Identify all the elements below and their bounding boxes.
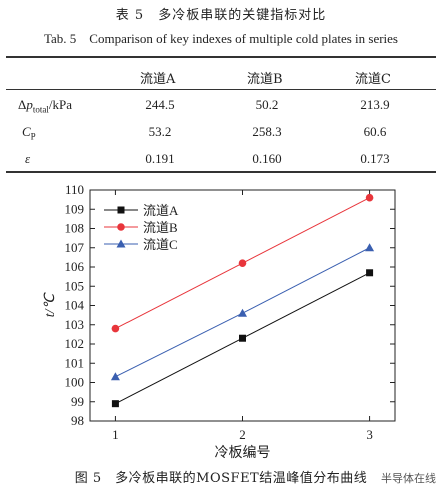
y-tick-label: 105 bbox=[65, 278, 85, 293]
table-cell: 50.2 bbox=[255, 97, 279, 112]
table-caption-cn: 表 5 多冷板串联的关键指标对比 bbox=[115, 8, 327, 23]
table-header-c: 流道C bbox=[355, 72, 391, 87]
data-point bbox=[366, 269, 374, 277]
table-cell: 258.3 bbox=[252, 124, 282, 139]
table-cell: 0.191 bbox=[145, 151, 175, 166]
data-point bbox=[116, 239, 126, 248]
data-point bbox=[239, 334, 246, 342]
figure-caption: 图 5 多冷板串联的MOSFET结温峰值分布曲线 bbox=[74, 471, 368, 486]
table-bottom-rule bbox=[6, 171, 436, 173]
x-tick-label: 2 bbox=[239, 427, 246, 442]
axes-layer: 98 99 100 101 102 103 104 105 106 107 108 109 110 1 2 3… bbox=[43, 182, 396, 461]
y-tick-label: 104 bbox=[65, 298, 85, 313]
plot-frame bbox=[89, 189, 396, 422]
table-top-rule bbox=[6, 56, 436, 58]
x-axis-label: 冷板编号 bbox=[215, 445, 271, 461]
legend-label: 流道C bbox=[143, 237, 178, 252]
data-point bbox=[117, 206, 125, 214]
y-tick-label: 109 bbox=[65, 201, 85, 216]
y-tick-label: 108 bbox=[65, 221, 85, 236]
x-tick-label: 1 bbox=[112, 427, 119, 442]
table-caption-en: Tab. 5 Comparison of key indexes of mult… bbox=[44, 31, 398, 46]
table-header-a: 流道A bbox=[140, 72, 176, 87]
series-layer bbox=[110, 193, 375, 408]
y-tick-label: 102 bbox=[65, 336, 85, 351]
table-header-b: 流道B bbox=[247, 72, 283, 87]
legend-label: 流道B bbox=[143, 220, 178, 235]
row-label-pressure: Δptotal/kPa bbox=[18, 97, 72, 115]
table-cell: 0.160 bbox=[252, 151, 282, 166]
row-label-epsilon: ε bbox=[25, 151, 31, 166]
y-tick-label: 101 bbox=[65, 355, 85, 370]
y-tick-label: 107 bbox=[65, 240, 85, 255]
y-tick-label: 100 bbox=[65, 375, 85, 390]
data-point bbox=[238, 259, 247, 267]
row-label-cp: CP bbox=[22, 124, 36, 142]
y-tick-label: 103 bbox=[65, 317, 85, 332]
data-point bbox=[111, 400, 119, 408]
legend-layer: 流道A 流道B 流道C bbox=[104, 203, 179, 252]
y-tick-label: 106 bbox=[65, 259, 85, 274]
data-point bbox=[111, 324, 120, 333]
x-tick-label: 3 bbox=[366, 427, 373, 442]
data-point bbox=[238, 308, 247, 317]
temperature-chart: 98 99 100 101 102 103 104 105 106 107 108 109 110 1 2 3… bbox=[43, 182, 396, 461]
table-cell: 53.2 bbox=[148, 124, 172, 139]
table-cell: 213.9 bbox=[360, 97, 390, 112]
data-point bbox=[117, 223, 125, 231]
data-point bbox=[365, 193, 374, 202]
table-header-rule bbox=[6, 89, 436, 90]
table-cell: 60.6 bbox=[363, 124, 387, 139]
watermark: 半导体在线 bbox=[381, 472, 436, 485]
data-point bbox=[110, 372, 120, 381]
legend-label: 流道A bbox=[143, 203, 179, 218]
table-cell: 244.5 bbox=[145, 97, 175, 112]
data-point bbox=[365, 243, 375, 252]
y-tick-label: 99 bbox=[71, 394, 84, 409]
table-cell: 0.173 bbox=[360, 151, 390, 166]
y-tick-label: 110 bbox=[65, 182, 84, 197]
y-axis-label: t/℃ bbox=[43, 291, 58, 317]
y-tick-label: 98 bbox=[71, 413, 84, 428]
